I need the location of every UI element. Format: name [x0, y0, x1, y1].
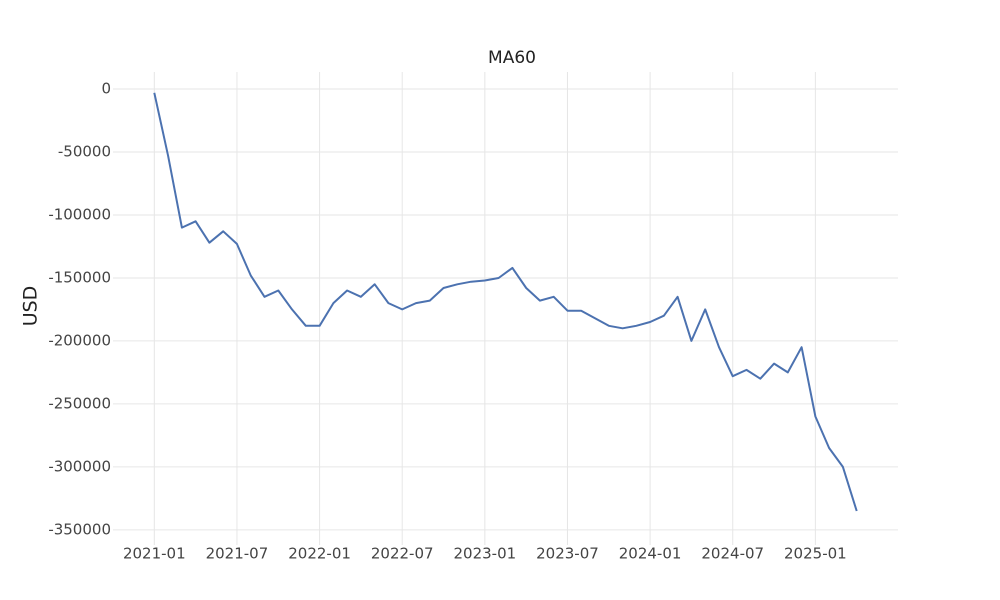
- x-tick-label: 2023-07: [536, 545, 599, 563]
- x-tick-label: 2022-07: [371, 545, 434, 563]
- x-tick-label: 2023-01: [453, 545, 516, 563]
- x-tick-label: 2022-01: [288, 545, 351, 563]
- x-tick-label: 2024-01: [619, 545, 682, 563]
- y-tick-label: -350000: [48, 520, 111, 538]
- y-axis-label: USD: [20, 286, 42, 327]
- x-tick-label: 2021-01: [123, 545, 186, 563]
- x-tick-label: 2024-07: [701, 545, 764, 563]
- y-tick-label: -150000: [48, 268, 111, 286]
- y-tick-label: -100000: [48, 205, 111, 223]
- y-tick-label: -300000: [48, 457, 111, 475]
- x-tick-label: 2025-01: [784, 545, 847, 563]
- y-tick-label: -250000: [48, 394, 111, 412]
- data-line: [153, 92, 858, 512]
- y-tick-label: -200000: [48, 331, 111, 349]
- chart-title: MA60: [488, 48, 536, 68]
- y-tick-label: -50000: [58, 142, 111, 160]
- y-tick-label: 0: [101, 80, 111, 98]
- x-tick-label: 2021-07: [206, 545, 269, 563]
